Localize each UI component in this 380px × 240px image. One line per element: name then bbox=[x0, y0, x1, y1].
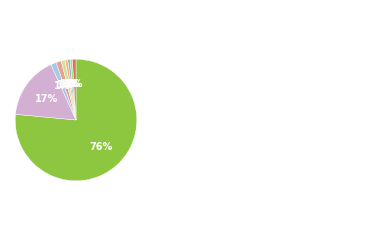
Wedge shape bbox=[68, 60, 76, 120]
Text: 1%: 1% bbox=[65, 79, 81, 89]
Text: 1%: 1% bbox=[66, 78, 83, 89]
Text: 1%: 1% bbox=[63, 79, 80, 89]
Legend: Centre for Biodiversity
Genomics [882], Canadian Centre for DNA
Barcoding [193],: Centre for Biodiversity Genomics [882], … bbox=[144, 36, 294, 204]
Wedge shape bbox=[72, 59, 76, 120]
Wedge shape bbox=[51, 63, 76, 120]
Text: 76%: 76% bbox=[89, 142, 112, 152]
Text: 1%: 1% bbox=[60, 79, 76, 89]
Text: 17%: 17% bbox=[35, 94, 58, 104]
Wedge shape bbox=[56, 61, 76, 120]
Wedge shape bbox=[61, 60, 76, 120]
Text: 1%: 1% bbox=[62, 79, 79, 89]
Wedge shape bbox=[65, 60, 76, 120]
Wedge shape bbox=[16, 65, 76, 120]
Wedge shape bbox=[70, 59, 76, 120]
Wedge shape bbox=[15, 59, 137, 181]
Text: 1%: 1% bbox=[54, 81, 71, 91]
Text: 1%: 1% bbox=[57, 80, 74, 90]
